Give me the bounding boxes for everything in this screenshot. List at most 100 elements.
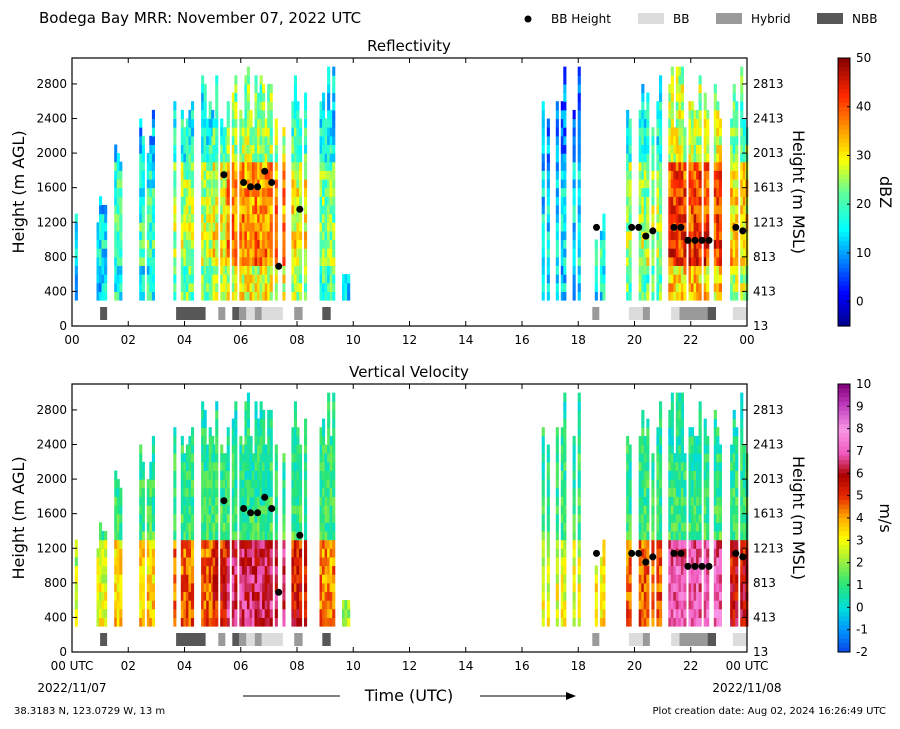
echo-cell xyxy=(718,118,722,128)
echo-cell xyxy=(299,135,303,145)
echo-cell xyxy=(185,479,189,489)
echo-cell xyxy=(291,187,295,197)
echo-cell xyxy=(206,144,210,154)
echo-cell xyxy=(231,109,235,120)
echo-cell xyxy=(274,513,278,523)
echo-cell xyxy=(282,187,286,197)
echo-cell xyxy=(239,600,243,610)
echo-cell xyxy=(246,574,250,584)
echo-cell xyxy=(74,256,78,266)
echo-cell xyxy=(246,556,250,567)
echo-cell xyxy=(713,548,717,558)
echo-cell xyxy=(183,196,187,206)
colorbar-segment xyxy=(838,80,850,86)
echo-cell xyxy=(259,444,263,454)
echo-cell xyxy=(680,505,684,515)
echo-cell xyxy=(269,230,273,241)
bb-height-point xyxy=(635,223,643,231)
echo-cell xyxy=(696,453,700,463)
echo-cell xyxy=(638,153,642,163)
echo-cell xyxy=(203,265,207,275)
echo-cell xyxy=(332,409,336,420)
echo-cell xyxy=(680,556,684,567)
echo-cell xyxy=(646,453,650,463)
echo-cell xyxy=(560,461,564,471)
echo-cell xyxy=(718,453,722,463)
echo-cell xyxy=(203,118,207,128)
echo-cell xyxy=(732,565,736,575)
echo-cell xyxy=(151,479,155,489)
echo-cell xyxy=(683,187,687,197)
echo-cell xyxy=(267,196,271,206)
echo-cell xyxy=(99,196,103,206)
echo-cell xyxy=(643,248,647,258)
echo-cell xyxy=(659,213,663,223)
echo-cell xyxy=(680,435,684,446)
echo-cell xyxy=(262,248,266,258)
bb-height-point xyxy=(628,549,636,557)
echo-cell xyxy=(293,83,297,94)
echo-cell xyxy=(675,617,679,627)
echo-cell xyxy=(151,582,155,592)
echo-cell xyxy=(638,487,642,497)
echo-cell xyxy=(139,118,143,128)
echo-cell xyxy=(670,608,674,618)
echo-cell xyxy=(740,617,744,627)
echo-cell xyxy=(327,75,331,85)
echo-cell xyxy=(319,565,323,575)
echo-cell xyxy=(563,256,567,266)
echo-cell xyxy=(188,205,192,215)
echo-cell xyxy=(327,127,331,137)
x-tick-label: 04 xyxy=(177,659,192,673)
echo-cell xyxy=(208,461,212,471)
x-tick-label: 00 UTC xyxy=(51,659,94,673)
echo-cell xyxy=(241,282,245,292)
echo-cell xyxy=(670,453,674,463)
echo-cell xyxy=(659,444,663,454)
echo-cell xyxy=(718,600,722,610)
echo-cell xyxy=(146,513,150,523)
echo-cell xyxy=(220,291,224,301)
echo-cell xyxy=(259,582,263,592)
echo-cell xyxy=(203,144,207,154)
echo-cell xyxy=(282,135,286,145)
echo-cell xyxy=(656,427,660,437)
echo-cell xyxy=(735,470,739,480)
echo-cell xyxy=(208,256,212,266)
echo-cell xyxy=(319,101,323,111)
colorbar-segment xyxy=(838,477,850,483)
echo-cell xyxy=(293,256,297,266)
echo-cell xyxy=(180,574,184,584)
echo-cell xyxy=(267,118,271,128)
echo-cell xyxy=(206,153,210,163)
echo-cell xyxy=(282,161,286,171)
echo-cell xyxy=(659,435,663,446)
echo-cell xyxy=(269,470,273,480)
echo-cell xyxy=(675,556,679,567)
echo-cell xyxy=(675,265,679,275)
echo-cell xyxy=(257,144,261,154)
echo-cell xyxy=(698,531,702,541)
echo-cell xyxy=(267,556,271,567)
echo-cell xyxy=(656,591,660,601)
echo-cell xyxy=(732,161,736,171)
echo-cell xyxy=(693,453,697,463)
echo-cell xyxy=(696,531,700,541)
echo-cell xyxy=(732,531,736,541)
echo-cell xyxy=(680,531,684,541)
colorbar-segment xyxy=(838,174,850,180)
echo-cell xyxy=(329,282,333,292)
echo-cell xyxy=(269,256,273,266)
echo-cell xyxy=(274,179,278,189)
echo-cell xyxy=(262,496,266,506)
echo-cell xyxy=(329,487,333,497)
echo-cell xyxy=(693,496,697,506)
echo-cell xyxy=(212,522,216,532)
echo-cell xyxy=(577,92,581,102)
echo-cell xyxy=(675,127,679,137)
echo-cell xyxy=(246,274,250,284)
echo-cell xyxy=(274,144,278,154)
echo-cell xyxy=(234,470,238,480)
echo-cell xyxy=(96,574,100,584)
echo-cell xyxy=(282,291,286,301)
